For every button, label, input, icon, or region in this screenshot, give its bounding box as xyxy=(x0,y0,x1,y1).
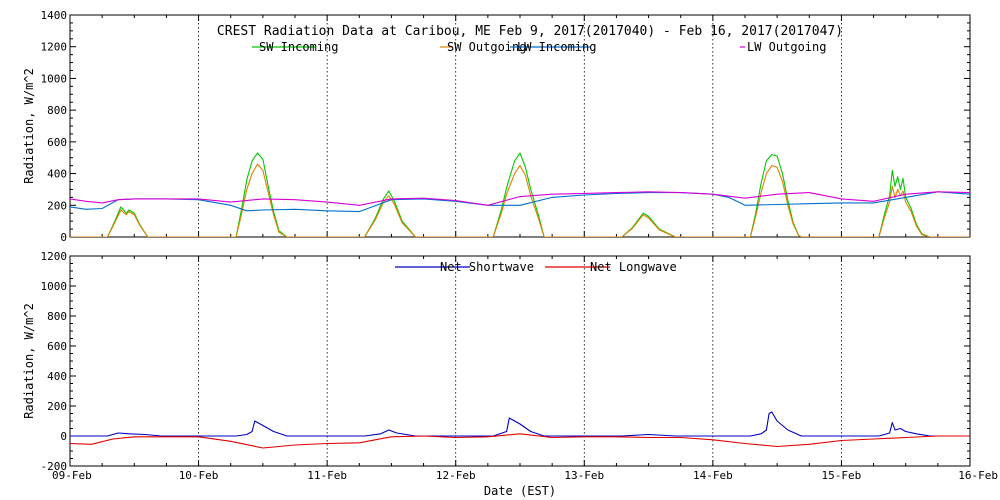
legend-label-lw-incoming: LW Incoming xyxy=(517,40,596,54)
y-tick-label: 800 xyxy=(47,104,67,117)
series-line-net-shortwave xyxy=(70,411,970,437)
series-line-lw-outgoing xyxy=(70,191,970,206)
x-tick-label: 10-Feb xyxy=(179,469,219,482)
y-tick-label: 1400 xyxy=(41,9,68,22)
x-tick-label: 09-Feb xyxy=(52,469,92,482)
y-tick-label: 400 xyxy=(47,370,67,383)
legend-label-sw-incoming: SW Incoming xyxy=(259,40,338,54)
chart-panel-1: 0 200 400 600 800 1000 1200 1400 Radiation, W/m^… xyxy=(22,9,971,244)
y-tick-label: 800 xyxy=(47,310,67,323)
x-tick-label: 13-Feb xyxy=(564,469,604,482)
x-axis-label: Date (EST) xyxy=(484,484,556,498)
legend-label-sw-outgoing: SW Outgoing xyxy=(447,40,526,54)
plot-frame xyxy=(69,255,971,467)
y-axis-label: Radiation, W/m^2 xyxy=(22,303,36,419)
legend-label-net-longwave: Net Longwave xyxy=(590,260,677,274)
x-tick-label: 16-Feb xyxy=(958,469,998,482)
y-tick-label: 1000 xyxy=(41,72,68,85)
series-line-sw-incoming xyxy=(70,152,970,237)
x-tick-label: 12-Feb xyxy=(436,469,476,482)
y-axis-label: Radiation, W/m^2 xyxy=(22,68,36,184)
y-tick-label: 400 xyxy=(47,168,67,181)
chart-panel-2: 09-Feb 10-Feb 11-Feb 12-Feb 13-Feb 14-Feb 15-F… xyxy=(22,250,998,498)
y-tick-label: 600 xyxy=(47,340,67,353)
y-tick-label: 1200 xyxy=(41,250,68,263)
legend-label-lw-outgoing: LW Outgoing xyxy=(747,40,826,54)
y-tick-label: 0 xyxy=(60,430,67,443)
y-tick-label: 200 xyxy=(47,199,67,212)
y-tick-label: 600 xyxy=(47,136,67,149)
series-line-lw-incoming xyxy=(70,191,970,213)
y-tick-label: -200 xyxy=(41,460,68,473)
y-tick-label: 200 xyxy=(47,400,67,413)
x-tick-label: 15-Feb xyxy=(822,469,862,482)
y-tick-label: 1200 xyxy=(41,41,68,54)
series-line-net-longwave xyxy=(70,433,970,449)
x-tick-label: 14-Feb xyxy=(693,469,733,482)
y-tick-label: 0 xyxy=(60,231,67,244)
x-tick-label: 11-Feb xyxy=(307,469,347,482)
legend-label-net-shortwave: Net Shortwave xyxy=(440,260,534,274)
y-tick-label: 1000 xyxy=(41,280,68,293)
chart-title: CREST Radiation Data at Caribou, ME Feb … xyxy=(217,24,843,39)
